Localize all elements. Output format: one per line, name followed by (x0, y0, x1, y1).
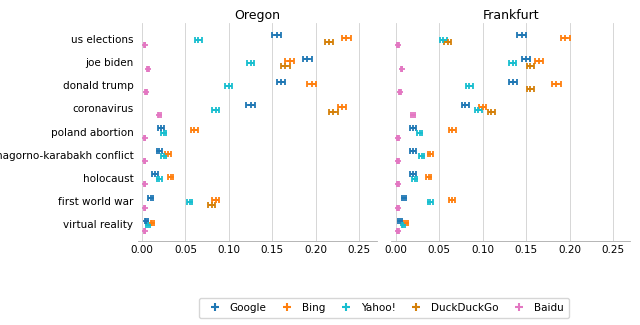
Title: Oregon: Oregon (234, 8, 280, 21)
Title: Frankfurt: Frankfurt (483, 8, 539, 21)
Legend: Google, Bing, Yahoo!, DuckDuckGo, Baidu: Google, Bing, Yahoo!, DuckDuckGo, Baidu (199, 298, 569, 318)
Text: Figure 1. Novelty of query terms. The X-axis shows the query terms that were exp: Figure 1. Novelty of query terms. The X-… (6, 324, 421, 325)
